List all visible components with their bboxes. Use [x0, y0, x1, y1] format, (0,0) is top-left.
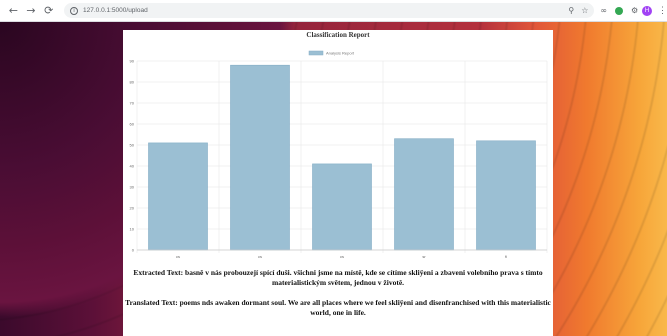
translated-label: Translated Text:: [125, 298, 178, 307]
extension-icon[interactable]: ∞: [600, 6, 608, 15]
legend-label: Analysis Report: [326, 51, 355, 56]
x-tick-label: sr: [422, 254, 426, 259]
extension-icon[interactable]: [615, 6, 624, 15]
y-tick-label: 20: [130, 206, 135, 211]
y-tick-label: 30: [130, 185, 135, 190]
y-tick-label: 90: [130, 59, 135, 64]
y-tick-label: 70: [130, 101, 135, 106]
extracted-label: Extracted Text:: [133, 268, 184, 277]
bar: [476, 140, 536, 251]
chart-title: Classification Report: [306, 31, 370, 39]
bar: [394, 138, 454, 251]
legend-swatch: [308, 50, 324, 56]
extension-tray: ∞ ⚙: [600, 6, 638, 15]
bar: [148, 142, 208, 251]
forward-icon[interactable]: →: [26, 4, 36, 17]
reload-icon[interactable]: ⟳: [44, 4, 54, 17]
url-text: 127.0.0.1:5000/upload: [83, 7, 148, 14]
star-icon[interactable]: ☆: [581, 6, 589, 15]
y-tick-label: 10: [130, 227, 135, 232]
address-bar[interactable]: i 127.0.0.1:5000/upload ⚲ ☆: [64, 3, 595, 18]
avatar[interactable]: H: [642, 5, 652, 16]
x-tick-label: cs: [176, 254, 180, 259]
x-tick-label: fi: [505, 254, 507, 259]
y-tick-label: 80: [130, 80, 135, 85]
translated-text-block: Translated Text: poems nds awaken dorman…: [123, 298, 553, 318]
extracted-text: basně v nás probouzejí spící duši. všich…: [185, 268, 543, 287]
translated-text: poems nds awaken dormant soul. We are al…: [179, 298, 551, 317]
back-icon[interactable]: ←: [8, 4, 18, 17]
report-page: Classification Report Analysis Report 0 10 2…: [123, 30, 553, 336]
extracted-text-block: Extracted Text: basně v nás probouzejí s…: [123, 268, 553, 288]
classification-chart: Classification Report Analysis Report 0 10 2…: [130, 31, 548, 259]
y-tick-label: 0: [132, 248, 135, 253]
browser-toolbar: ← → ⟳ i 127.0.0.1:5000/upload ⚲ ☆ ∞ ⚙ H …: [0, 0, 667, 22]
kebab-icon[interactable]: ⋮: [657, 5, 667, 15]
zoom-icon[interactable]: ⚲: [568, 6, 575, 15]
y-tick-label: 60: [130, 122, 135, 127]
bar: [230, 64, 290, 251]
address-bar-actions: ⚲ ☆: [568, 6, 594, 15]
y-tick-label: 50: [130, 143, 135, 148]
puzzle-icon[interactable]: ⚙: [631, 6, 639, 15]
x-tick-label: cs: [258, 254, 262, 259]
info-icon[interactable]: i: [70, 6, 79, 15]
y-tick-label: 40: [130, 164, 135, 169]
x-tick-label: cs: [340, 254, 344, 259]
bar: [312, 163, 372, 251]
